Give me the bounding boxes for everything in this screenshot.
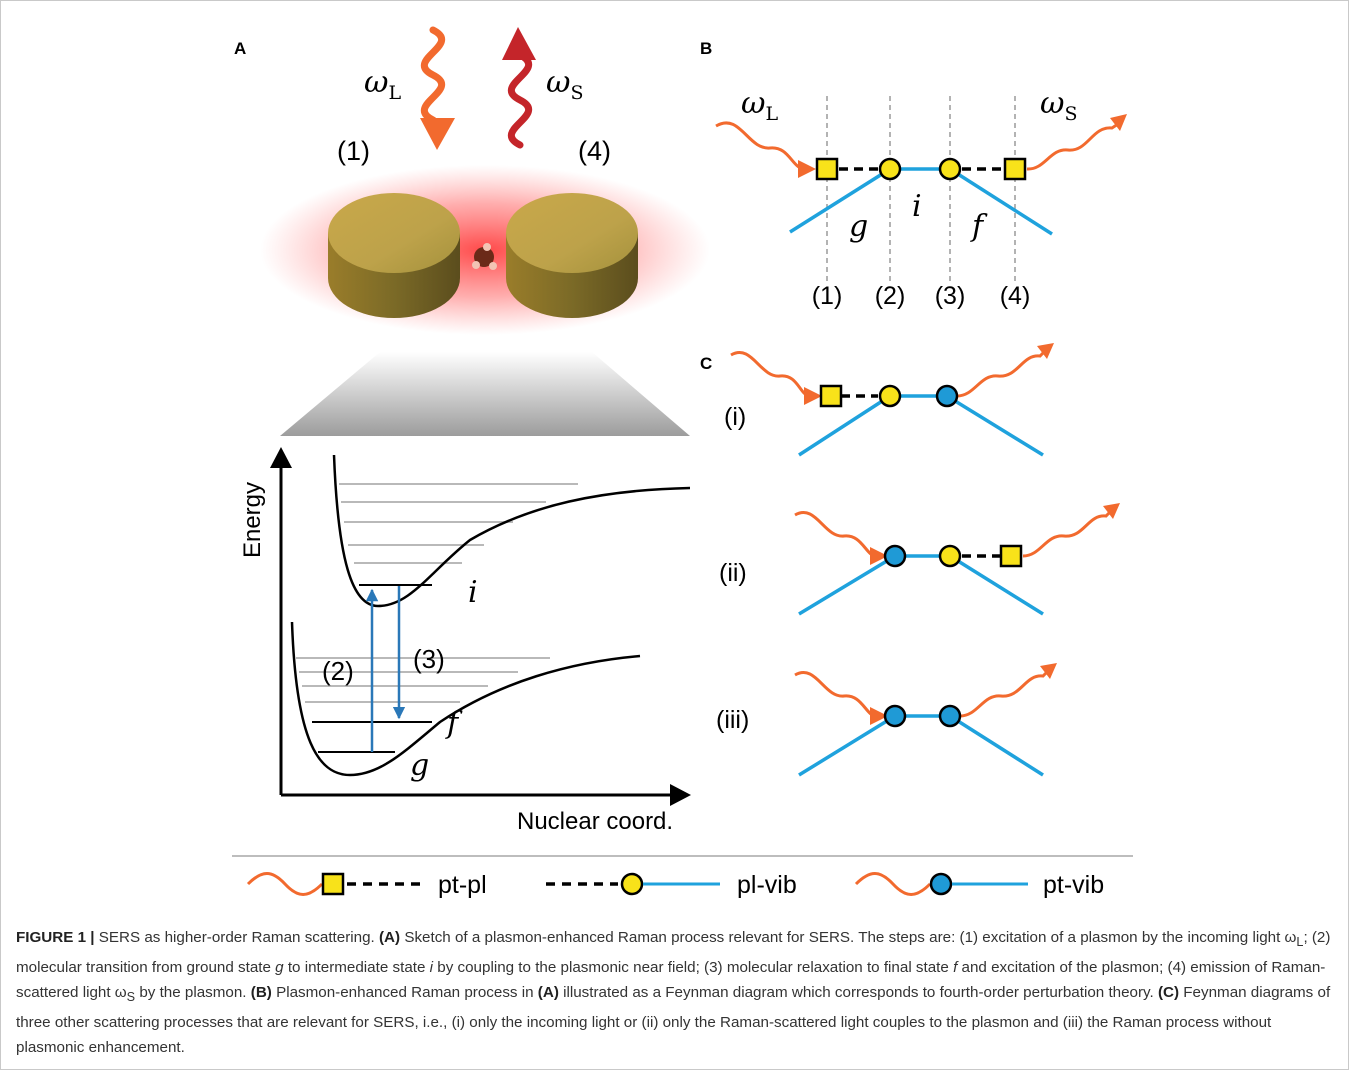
b-omega-s-label: ωS — [1040, 86, 1078, 125]
b-state-f-label: f — [970, 209, 988, 244]
caption-text: by coupling to the plasmonic near field;… — [433, 959, 954, 977]
scattered-photon-arrowhead — [502, 27, 536, 60]
legend-pt-vib-label: pt-vib — [1043, 871, 1104, 899]
b-tick-4: (4) — [1000, 282, 1031, 310]
lower-potential-curve — [290, 621, 641, 777]
state-f-label: f — [445, 706, 463, 741]
state-i-label: i — [468, 575, 478, 610]
caption-text: and excitation of the plasmon; (4) emiss… — [16, 959, 1326, 1002]
caption-ref-b: (B) — [250, 984, 272, 1002]
c-row-iii-label: (iii) — [716, 706, 749, 734]
c-row-i-label: (i) — [724, 403, 746, 431]
omega-l-label: ωL — [364, 65, 401, 104]
legend-pt-pl: pt-pl — [246, 871, 487, 899]
caption-sub: L — [1296, 935, 1304, 950]
upper-potential-curve — [332, 454, 691, 608]
figure-caption: FIGURE 1 | SERS as higher-order Raman sc… — [16, 925, 1334, 1060]
incoming-photon-wave — [421, 26, 445, 130]
omega-s-label: ωS — [546, 65, 584, 104]
b-outgoing-arrowhead — [1110, 114, 1127, 131]
energy-axes — [270, 447, 691, 806]
caption-ref-a: (A) — [379, 929, 401, 946]
panel-a-label: A — [234, 39, 246, 58]
gold-disc-left — [328, 193, 460, 318]
caption-text: by the plasmon. — [135, 984, 251, 1002]
lower-state-levels — [296, 657, 550, 703]
caption-label: FIGURE 1 | — [16, 929, 95, 946]
b-node-1-plasmon-square — [815, 157, 839, 181]
scattered-photon-wave — [508, 46, 532, 149]
legend-pl-vib: pl-vib — [546, 871, 797, 899]
legend-pl-vib-label: pl-vib — [737, 871, 797, 899]
b-node-2-plasmon-circle — [878, 157, 902, 181]
caption-ref-a: (A) — [537, 984, 559, 1002]
zoom-cone — [280, 352, 690, 436]
legend-pt-vib: pt-vib — [854, 871, 1104, 899]
caption-text: ; (2) molecular transition from ground s… — [16, 929, 1331, 977]
caption-italic: g — [275, 959, 284, 977]
caption-text: Feynman diagrams of three other scatteri… — [16, 984, 1331, 1057]
molecule-icon — [472, 243, 497, 270]
c-diagram-ii: (ii) — [719, 503, 1120, 616]
step-3-label: (3) — [413, 644, 445, 674]
energy-axis-label: Energy — [239, 482, 266, 558]
panel-c-label: C — [700, 354, 712, 373]
caption-ref-c: (C) — [1157, 984, 1180, 1002]
c-row-ii-label: (ii) — [719, 559, 747, 587]
gold-disc-right — [506, 193, 638, 318]
b-node-4-plasmon-square — [1003, 157, 1027, 181]
b-outgoing-photon — [1026, 122, 1119, 171]
b-tick-2: (2) — [875, 282, 906, 310]
caption-text: Plasmon-enhanced Raman process in — [271, 984, 538, 1002]
caption-text: Sketch of a plasmon-enhanced Raman proce… — [400, 929, 1297, 946]
caption-text: SERS as higher-order Raman scattering. — [94, 929, 379, 946]
step-1-label: (1) — [337, 136, 370, 166]
panel-b-label: B — [700, 39, 712, 58]
step-2-label: (2) — [322, 656, 354, 686]
b-step-guides — [826, 96, 1016, 285]
caption-italic: i — [429, 959, 434, 977]
b-incoming-photon — [715, 121, 807, 171]
b-node-3-plasmon-circle — [938, 157, 962, 181]
legend-pt-pl-label: pt-pl — [438, 871, 487, 899]
b-incoming-arrowhead — [798, 160, 816, 178]
caption-text: illustrated as a Feynman diagram which c… — [558, 984, 1158, 1002]
b-omega-l-label: ωL — [741, 86, 778, 125]
c-diagram-i: (i) — [724, 343, 1054, 457]
caption-text: to intermediate state — [283, 959, 430, 977]
step-4-label: (4) — [578, 136, 611, 166]
caption-italic: f — [953, 959, 958, 977]
caption-sub: S — [126, 990, 136, 1005]
state-g-label: g — [410, 748, 429, 783]
b-tick-3: (3) — [935, 282, 966, 310]
nuclear-coord-label: Nuclear coord. — [517, 808, 673, 835]
b-tick-1: (1) — [812, 282, 843, 310]
incoming-photon-arrowhead — [420, 118, 455, 150]
b-state-i-label: i — [912, 189, 922, 224]
c-diagram-iii: (iii) — [716, 663, 1057, 777]
b-state-g-label: g — [849, 209, 868, 244]
